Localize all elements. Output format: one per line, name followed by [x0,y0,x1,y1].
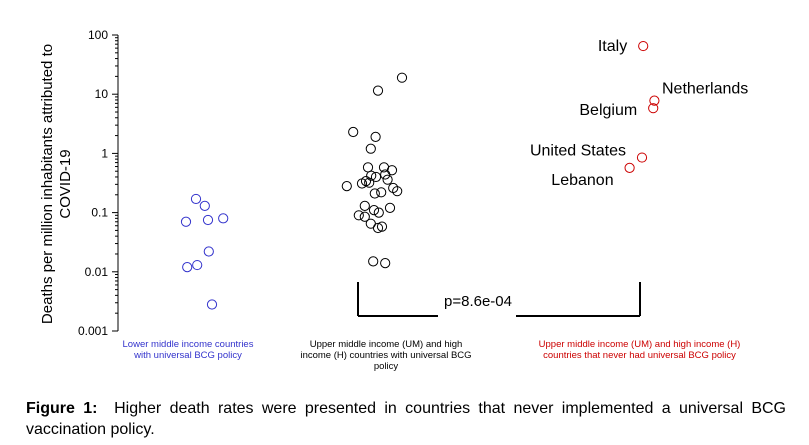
y-tick-label: 0.1 [91,206,108,220]
caption-text: Higher death rates were presented in cou… [26,400,787,438]
data-point [372,222,384,234]
chart: 100 10 1 0.1 0.01 0.001 Deaths per million inh… [39,28,748,338]
data-point [368,256,379,267]
data-point [372,85,384,96]
data-point [199,200,210,211]
point-label: Lebanon [551,172,613,189]
data-point [384,202,396,214]
data-point [649,95,660,106]
category-label-lower-middle: Lower middle income countries with unive… [118,339,258,361]
data-points [180,40,660,310]
data-point [180,216,192,227]
data-point [202,214,214,226]
data-point [370,131,381,142]
category-label-text: Upper middle income (UM) and high income… [300,339,472,372]
y-tick-label: 0.001 [78,324,108,338]
data-point [370,171,382,183]
figure-caption: Figure 1: Higher death rates were presen… [26,400,787,438]
data-point [376,221,388,232]
data-point [218,213,229,224]
data-point [624,162,635,173]
point-label: Belgium [579,102,637,119]
category-label-upper-bcg: Upper middle income (UM) and high income… [300,339,472,372]
data-point [182,262,193,273]
point-labels: Italy Netherlands Belgium United States Leba… [530,38,748,189]
data-point [373,207,384,218]
category-label-never-bcg: Upper middle income (UM) and high income… [537,339,742,361]
category-label-text: Lower middle income countries with unive… [122,339,254,361]
data-point [648,103,659,114]
data-point [380,258,391,269]
data-point [638,40,649,52]
point-label: Netherlands [662,81,748,98]
y-tick-label: 10 [95,87,109,101]
p-value-label: p=8.6e-04 [444,293,512,310]
data-point [353,210,364,221]
data-point [356,178,368,189]
caption-label: Figure 1 [26,400,93,417]
y-tick-label: 0.01 [85,265,109,279]
y-axis: 100 10 1 0.1 0.01 0.001 Deaths per million inh… [39,28,119,338]
data-point [386,165,398,176]
data-point [190,193,202,205]
y-tick-label: 1 [101,146,108,160]
data-point [368,205,380,216]
data-point [206,299,218,310]
data-point [341,181,352,192]
data-point [636,152,648,163]
data-point [192,259,203,271]
data-point [382,174,393,185]
data-point [348,126,359,138]
data-point [365,143,376,154]
data-point [364,177,375,188]
y-axis-label: Deaths per million inhabitants attribute… [39,44,74,324]
data-point [359,211,370,222]
data-point [366,170,377,181]
data-point [380,169,391,180]
significance-bracket: p=8.6e-04 [357,282,641,317]
y-tick-label: 100 [88,28,108,42]
data-point [396,72,408,83]
data-point [203,246,214,257]
point-label: Italy [598,38,627,55]
data-point [369,188,380,199]
point-label: United States [530,143,626,160]
data-point [359,200,370,211]
data-point [392,186,403,197]
data-point [376,187,387,198]
category-label-text: Upper middle income (UM) and high income… [538,339,741,361]
